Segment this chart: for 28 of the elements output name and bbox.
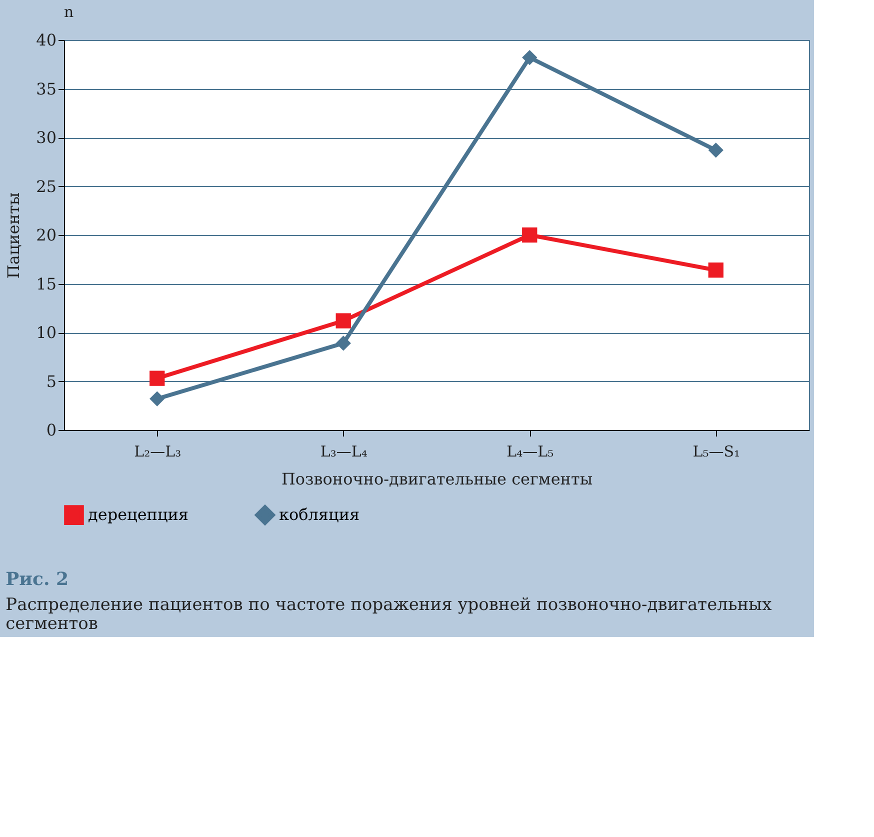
x-tick-label: L₄—L₅ [506,442,554,460]
point [150,391,165,406]
point [336,336,351,351]
y-tick-label: 10 [36,323,56,342]
point [336,313,351,328]
point [708,142,724,158]
x-tick-label: L₅—S₁ [692,442,740,460]
y-tick-label: 30 [36,128,56,147]
text: Рис. 2 [6,569,69,590]
y-tick-label: 25 [36,176,56,196]
point [708,262,724,278]
legend-label: дерецепция [88,505,188,524]
legend-label: кобляция [279,505,360,524]
y-tick-label: 20 [36,226,56,244]
y-tick-label: 40 [36,30,56,50]
x-tick-label: L₃—L₄ [320,442,368,460]
y-tick-label: 5 [46,372,56,391]
x-tick-label: L₂—L₃ [134,442,182,460]
y-tick-label: 15 [36,274,56,294]
point [522,50,538,66]
text: n [64,3,74,21]
y-axis-title: Пациенты [4,192,24,279]
point [150,370,165,386]
y-tick-label: 0 [46,420,56,440]
text: Распределение пациентов по частоте поражения уровней позвоночно-двигательных сегментов [6,595,772,634]
y-tick-label: 35 [36,79,56,98]
point [522,227,538,243]
x-axis-title: Позвоночно-двигательные сегменты [281,470,593,488]
